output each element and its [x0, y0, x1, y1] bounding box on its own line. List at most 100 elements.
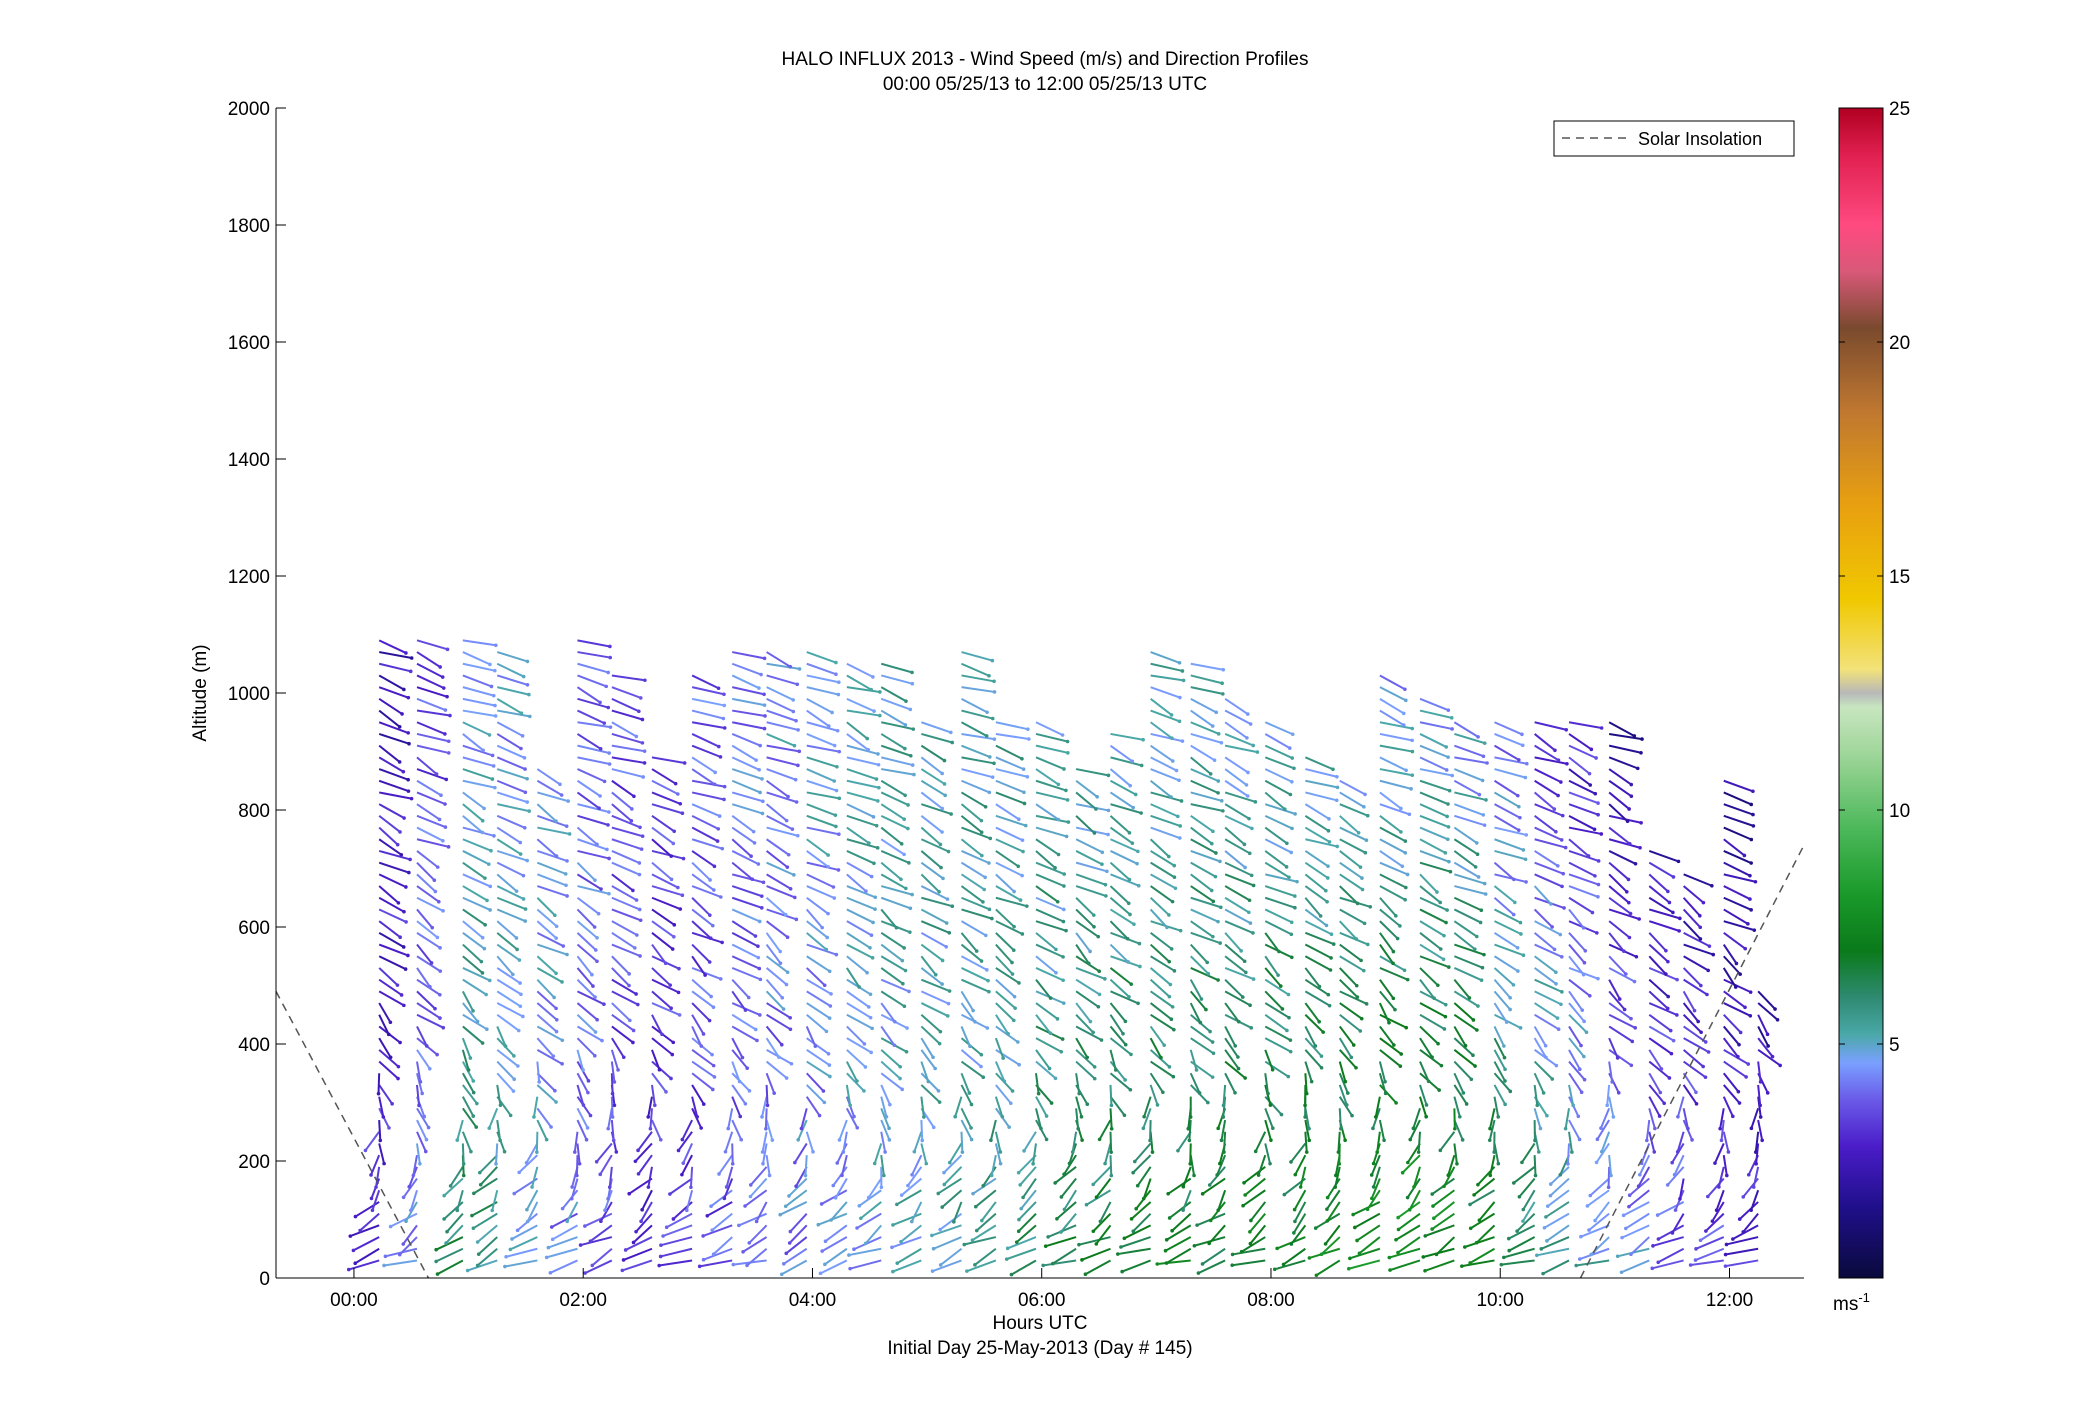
wind-barb-tip [939, 865, 943, 870]
wind-barb-tip [1438, 900, 1443, 905]
wind-barb [748, 1224, 768, 1244]
wind-barb-tip [1017, 1062, 1021, 1067]
wind-barb-tip [1471, 1018, 1476, 1022]
wind-barb-tip [877, 785, 881, 790]
wind-barb-tip [1105, 869, 1109, 874]
wind-barb-tip [1172, 1027, 1176, 1032]
wind-barb-tip [400, 712, 404, 716]
wind-barb [806, 709, 830, 727]
wind-barb-tip [1484, 798, 1488, 802]
wind-barb-tip [779, 1042, 784, 1047]
wind-barb-tip [444, 777, 449, 782]
wind-barb [765, 1155, 771, 1176]
wind-barb [1109, 1014, 1124, 1035]
wind-barb [1568, 943, 1586, 964]
wind-barb-tip [903, 746, 907, 751]
wind-barb-tip [475, 1019, 480, 1024]
wind-barb-tip [1293, 1219, 1297, 1224]
wind-barb [1714, 1143, 1725, 1164]
wind-barb [731, 885, 763, 898]
wind-barb-tip [466, 1068, 471, 1072]
wind-barb [1568, 768, 1591, 786]
wind-barb-tip [1288, 792, 1293, 797]
wind-barb-tip [762, 703, 767, 707]
wind-barb-tip [1438, 947, 1443, 951]
wind-barb-tip [1177, 660, 1182, 665]
wind-barb-tip [445, 1229, 449, 1234]
wind-barb [1568, 896, 1593, 914]
wind-barb [731, 826, 756, 844]
wind-barb-tip [1518, 920, 1523, 925]
wind-barb-tip [1736, 1054, 1740, 1059]
wind-barb-tip [1657, 1114, 1662, 1118]
wind-barb-tip [969, 1102, 974, 1107]
wind-barb-tip [424, 1044, 429, 1048]
wind-barb-tip [640, 1207, 644, 1212]
wind-barb [1224, 908, 1251, 924]
wind-barb-tip [1221, 1103, 1226, 1108]
wind-barb-tip [757, 966, 762, 971]
wind-barb [1216, 1154, 1227, 1176]
wind-barb [1534, 978, 1563, 993]
wind-barb-tip [1248, 921, 1253, 925]
wind-barb-tip [1136, 1001, 1140, 1006]
wind-barb [1401, 1154, 1421, 1174]
wind-barb [496, 861, 524, 877]
wind-barb [1075, 908, 1095, 928]
wind-barb [611, 686, 642, 699]
wind-barb [1493, 1061, 1506, 1082]
wind-barb-tip [1248, 1003, 1252, 1008]
wind-barb [1695, 1236, 1725, 1250]
wind-barb [880, 990, 905, 1008]
wind-barb [1149, 1084, 1159, 1106]
wind-barb-tip [786, 852, 791, 857]
wind-barb-tip [417, 1103, 421, 1108]
wind-barb-tip [992, 737, 997, 741]
wind-barb [1224, 885, 1251, 902]
wind-barb [677, 1131, 693, 1152]
wind-barb-tip [634, 1229, 638, 1234]
wind-barb [989, 1119, 997, 1141]
wind-barb-tip [1251, 977, 1256, 981]
wind-barb-tip [989, 1138, 993, 1143]
wind-barb [1304, 908, 1328, 927]
wind-barb-tip [831, 885, 836, 889]
wind-barb-tip [1496, 1161, 1501, 1166]
wind-barb [1075, 779, 1098, 798]
wind-barb-tip [748, 1194, 753, 1199]
wind-barb-tip [1587, 993, 1592, 998]
wind-barb-tip [1476, 1004, 1480, 1008]
wind-barb-tip [1168, 982, 1173, 987]
wind-barb-tip [1044, 1114, 1049, 1118]
wind-barb [960, 990, 974, 1012]
wind-barb-tip [981, 1183, 986, 1188]
wind-barb-tip [590, 1263, 595, 1268]
wind-barb [549, 1259, 578, 1274]
wind-barb-tip [788, 664, 793, 669]
wind-barb-tip [482, 806, 486, 811]
wind-barb-tip [435, 865, 440, 869]
wind-barb-tip [1725, 1173, 1729, 1178]
wind-barb-tip [607, 810, 611, 814]
wind-barb [577, 709, 605, 725]
wind-barb-tip [907, 989, 911, 994]
wind-barb-tip [1334, 798, 1339, 803]
wind-barb-tip [1633, 1026, 1638, 1030]
wind-barb [1075, 850, 1103, 866]
wind-barb-tip [1662, 1101, 1666, 1106]
wind-barb [1503, 1247, 1535, 1259]
wind-barb [378, 1096, 385, 1118]
wind-barb-tip [397, 760, 402, 764]
wind-barb-tip [1195, 1223, 1199, 1227]
wind-barb-tip [988, 836, 993, 841]
wind-barb [1224, 744, 1258, 754]
wind-barb [378, 908, 407, 923]
wind-barb-tip [1148, 1138, 1152, 1143]
wind-barb [846, 721, 868, 740]
wind-barb-tip [701, 1234, 705, 1238]
wind-barb-tip [1325, 899, 1329, 904]
wind-barb-tip [867, 1005, 871, 1009]
wind-barb [1379, 768, 1413, 777]
wind-barb [416, 1143, 421, 1164]
